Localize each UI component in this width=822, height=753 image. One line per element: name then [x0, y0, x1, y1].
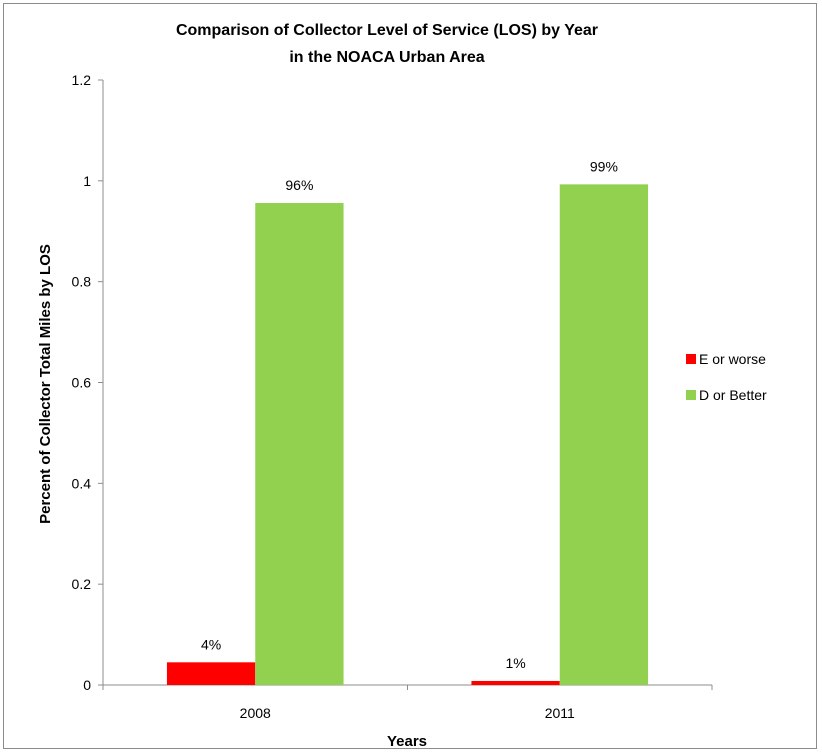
legend-swatch [686, 390, 696, 400]
y-axis-title: Percent of Collector Total Miles by LOS [37, 244, 54, 524]
bar [166, 662, 256, 685]
x-axis-title: Years [387, 733, 427, 750]
chart-title-line-1: Comparison of Collector Level of Service… [176, 22, 598, 39]
y-axis: 0 0.2 0.4 0.6 0.8 1 1.2 [72, 72, 104, 693]
bar [471, 680, 560, 685]
y-tick-label: 1 [83, 173, 91, 189]
y-tick-label: 0.2 [72, 576, 92, 592]
data-label: 1% [505, 655, 525, 671]
chart-title-line-2: in the NOACA Urban Area [289, 49, 484, 66]
y-tick-label: 1.2 [72, 72, 92, 88]
x-tick-label: 2011 [545, 705, 575, 721]
y-tick-label: 0.4 [72, 475, 92, 491]
chart-frame [3, 3, 817, 749]
y-tick-label: 0.6 [72, 375, 92, 391]
bar [559, 184, 649, 686]
legend: E or worse D or Better [686, 351, 767, 403]
bars: 4% 96% 1% 99% [166, 158, 649, 686]
bar [255, 203, 344, 685]
y-tick-label: 0 [83, 677, 91, 693]
legend-label: E or worse [699, 351, 766, 367]
y-tick-label: 0.8 [72, 274, 92, 290]
x-axis: 2008 2011 [102, 684, 713, 721]
legend-swatch [686, 354, 696, 364]
legend-label: D or Better [699, 387, 767, 403]
data-label: 99% [590, 158, 618, 174]
x-tick-label: 2008 [240, 705, 271, 721]
data-label: 96% [285, 177, 313, 193]
data-label: 4% [201, 636, 221, 652]
